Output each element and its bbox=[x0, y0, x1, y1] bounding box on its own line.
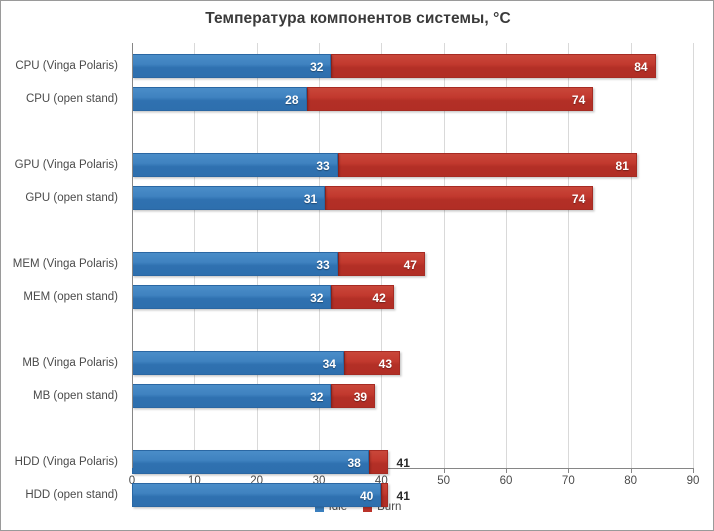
category-axis-labels: CPU (Vinga Polaris) CPU (open stand) GPU (… bbox=[1, 43, 125, 501]
legend-swatch-icon bbox=[363, 502, 373, 512]
category-label: CPU (Vinga Polaris) bbox=[15, 60, 118, 72]
bar-segment-burn: 41 bbox=[381, 483, 410, 507]
x-tick-label-90: 90 bbox=[686, 475, 700, 487]
bar-value-label-idle: 34 bbox=[322, 357, 336, 371]
bar-segment-burn: 41 bbox=[368, 450, 410, 474]
category-label: MB (Vinga Polaris) bbox=[22, 357, 118, 369]
x-tick-label-50: 50 bbox=[437, 475, 451, 487]
bar-segment-burn: 74 bbox=[306, 87, 594, 111]
bar-value-label-burn: 41 bbox=[396, 456, 410, 470]
x-tick-label-70: 70 bbox=[561, 475, 575, 487]
category-label: MB (open stand) bbox=[32, 390, 118, 402]
bar-value-label-idle: 32 bbox=[310, 390, 324, 404]
category-label: MEM (open stand) bbox=[23, 291, 118, 303]
bar-value-label-idle: 31 bbox=[303, 192, 318, 206]
gridline-90 bbox=[693, 43, 694, 468]
bar-segment-idle: 33 bbox=[132, 153, 338, 177]
bar-segment-idle: 32 bbox=[132, 384, 332, 408]
bar-value-label-burn: 42 bbox=[372, 291, 386, 305]
bar-value-label-idle: 38 bbox=[347, 456, 361, 470]
bar-value-label-burn: 39 bbox=[353, 390, 368, 404]
chart-title: Температура компонентов системы, °C bbox=[205, 10, 511, 27]
bar-segment-burn: 42 bbox=[331, 285, 394, 309]
bar-value-label-burn: 47 bbox=[403, 258, 417, 272]
category-label: GPU (open stand) bbox=[25, 192, 118, 204]
bar-segment-idle: 28 bbox=[132, 87, 307, 111]
bar-row: 84 32 bbox=[132, 54, 693, 78]
category-label: GPU (Vinga Polaris) bbox=[14, 159, 118, 171]
bar-segment-idle: 38 bbox=[132, 450, 369, 474]
bar-row: 41 40 bbox=[132, 483, 693, 507]
bar-row: 81 33 bbox=[132, 153, 693, 177]
bar-value-label-burn: 41 bbox=[396, 489, 410, 503]
bar-segment-idle: 32 bbox=[132, 54, 332, 78]
x-tick-mark-80 bbox=[630, 468, 632, 473]
bar-value-label-idle: 33 bbox=[316, 258, 330, 272]
x-axis-line bbox=[132, 468, 694, 469]
x-tick-mark-90 bbox=[693, 468, 694, 473]
x-tick-label-60: 60 bbox=[499, 475, 513, 487]
bar-segment-idle: 40 bbox=[132, 483, 382, 507]
bar-row: 74 28 bbox=[132, 87, 693, 111]
bar-row: 43 34 bbox=[132, 351, 693, 375]
bar-row: 39 32 bbox=[132, 384, 693, 408]
bar-segment-burn: 47 bbox=[337, 252, 425, 276]
x-tick-mark-70 bbox=[568, 468, 570, 473]
bar-value-label-idle: 32 bbox=[310, 291, 324, 305]
category-label: HDD (Vinga Polaris) bbox=[14, 456, 118, 468]
bar-value-label-idle: 28 bbox=[285, 93, 299, 107]
x-tick-label-80: 80 bbox=[624, 475, 638, 487]
bar-value-label-burn: 74 bbox=[571, 93, 586, 107]
bar-segment-burn: 43 bbox=[343, 351, 401, 375]
bar-value-label-idle: 32 bbox=[310, 60, 324, 74]
bar-segment-burn: 39 bbox=[331, 384, 376, 408]
bar-value-label-burn: 74 bbox=[571, 192, 586, 206]
bar-value-label-burn: 84 bbox=[634, 60, 648, 74]
bar-value-label-burn: 43 bbox=[378, 357, 393, 371]
bar-row: 41 38 bbox=[132, 450, 693, 474]
bar-segment-burn: 74 bbox=[325, 186, 594, 210]
category-label: HDD (open stand) bbox=[25, 489, 118, 501]
bar-value-label-idle: 40 bbox=[359, 489, 374, 503]
gridline-70 bbox=[568, 43, 570, 468]
bar-row: 42 32 bbox=[132, 285, 693, 309]
gridline-0 bbox=[132, 43, 133, 468]
plot-area: 84 32 74 28 81 33 74 31 47 33 42 32 43 34 39 32 41 38 41 40 bbox=[132, 43, 694, 507]
bar-segment-burn: 84 bbox=[331, 54, 656, 78]
gridline-50 bbox=[443, 43, 445, 468]
category-label: CPU (open stand) bbox=[25, 93, 118, 105]
bar-segment-burn: 81 bbox=[337, 153, 637, 177]
x-tick-label-0: 0 bbox=[128, 475, 136, 487]
bar-value-label-idle: 33 bbox=[316, 159, 330, 173]
x-tick-mark-60 bbox=[506, 468, 507, 473]
category-label: MEM (Vinga Polaris) bbox=[12, 258, 118, 270]
bar-row: 47 33 bbox=[132, 252, 693, 276]
bar-row: 74 31 bbox=[132, 186, 693, 210]
bar-segment-idle: 33 bbox=[132, 252, 338, 276]
bar-value-label-burn: 81 bbox=[615, 159, 629, 173]
gridline-80 bbox=[630, 43, 632, 468]
bar-segment-idle: 32 bbox=[132, 285, 332, 309]
bar-segment-idle: 34 bbox=[132, 351, 344, 375]
x-tick-mark-50 bbox=[443, 468, 445, 473]
gridline-60 bbox=[506, 43, 507, 468]
bar-segment-idle: 31 bbox=[132, 186, 326, 210]
legend-swatch-icon bbox=[314, 502, 324, 512]
